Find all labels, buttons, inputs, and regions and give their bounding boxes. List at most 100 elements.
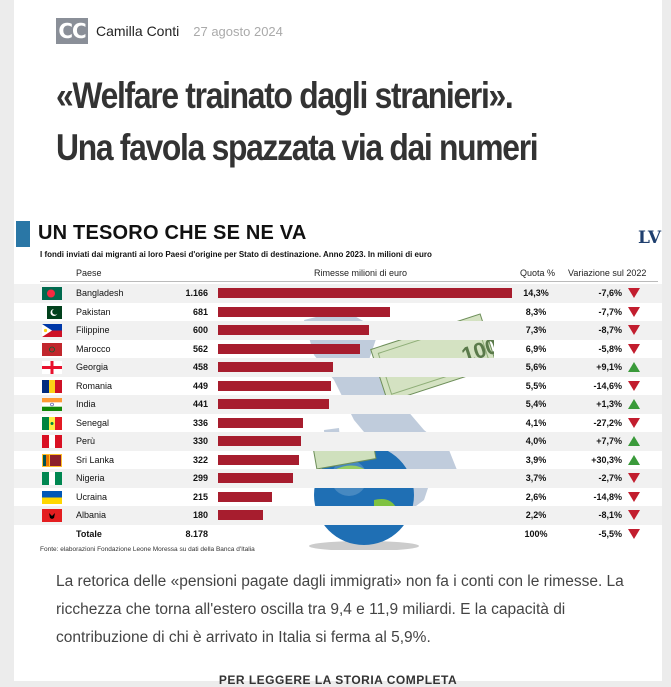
change-value: -14,8% <box>593 491 622 502</box>
share-value: 14,3% <box>523 288 549 298</box>
read-full-story-link[interactable]: PER LEGGERE LA STORIA COMPLETA <box>218 673 458 687</box>
india-flag-icon <box>42 398 62 411</box>
author-avatar[interactable]: CC <box>56 18 88 44</box>
up-arrow-icon <box>628 362 640 372</box>
share-value: 3,7% <box>525 473 547 483</box>
table-row: Ucraina 215 2,6% -14,8% <box>14 488 662 507</box>
share-value: 5,6% <box>525 362 547 372</box>
country-label: India <box>76 399 96 409</box>
country-label: Bangladesh <box>76 288 124 298</box>
column-header-remittances: Rimesse milioni di euro <box>314 268 408 278</box>
remittance-bar <box>218 491 273 502</box>
column-header-share: Quota % <box>520 268 556 278</box>
change-value: -7,7% <box>598 306 622 317</box>
down-arrow-icon <box>628 306 640 317</box>
country-label: Pakistan <box>76 306 111 317</box>
author-name[interactable]: Camilla Conti <box>96 23 180 39</box>
table-row: Pakistan 681 8,3% -7,7% <box>14 303 662 322</box>
share-value: 3,9% <box>525 454 547 465</box>
table-row: Albania 180 2,2% -8,1% <box>14 506 662 525</box>
infographic-subtitle: I fondi inviati dai migranti ai loro Pae… <box>40 250 432 259</box>
table-row: Bangladesh 1.166 14,3% -7,6% <box>14 284 662 303</box>
total-value: 8.178 <box>185 529 208 539</box>
remittance-value: 322 <box>192 454 208 465</box>
senegal-flag-icon <box>42 416 62 430</box>
remittance-value: 336 <box>192 417 208 428</box>
remittance-value: 1.166 <box>185 288 208 298</box>
remittance-value: 330 <box>192 436 208 446</box>
country-label: Ucraina <box>76 491 108 502</box>
table-row: Marocco 562 6,9% -5,8% <box>14 340 662 359</box>
publication-logo: LV <box>638 228 662 248</box>
change-value: +9,1% <box>596 362 622 372</box>
share-value: 2,2% <box>525 510 547 520</box>
up-arrow-icon <box>628 436 640 446</box>
title-accent-bar <box>16 221 30 247</box>
infographic[interactable]: UN TESORO CHE SE NE VA LV I fondi inviat… <box>14 218 662 558</box>
change-value: -5,8% <box>598 343 622 354</box>
romania-flag-icon <box>42 379 62 393</box>
down-arrow-icon <box>628 529 640 539</box>
remittance-bar <box>218 288 512 298</box>
remittance-value: 449 <box>192 380 208 391</box>
georgia-flag-icon <box>42 361 62 374</box>
share-value: 4,0% <box>525 436 547 446</box>
down-arrow-icon <box>628 288 640 298</box>
change-value: +30,3% <box>591 454 622 465</box>
table-row: Nigeria 299 3,7% -2,7% <box>14 469 662 488</box>
remittance-bar <box>218 417 303 428</box>
down-arrow-icon <box>628 491 640 502</box>
table-row: Georgia 458 5,6% +9,1% <box>14 358 662 377</box>
down-arrow-icon <box>628 417 640 428</box>
remittance-bar <box>218 454 300 465</box>
country-label: Albania <box>76 510 107 520</box>
remittance-value: 458 <box>192 362 208 372</box>
table-row: Sri Lanka 322 3,9% +30,3% <box>14 451 662 470</box>
headline-line-1: «Welfare trainato dagli stranieri». <box>56 75 514 116</box>
remittance-value: 562 <box>192 343 208 354</box>
change-value: -8,7% <box>598 325 622 335</box>
infographic-source: Fonte: elaborazioni Fondazione Leone Mor… <box>40 546 255 553</box>
country-label: Filippine <box>76 325 110 335</box>
remittance-value: 180 <box>192 510 208 520</box>
author-row: CC Camilla Conti 27 agosto 2024 <box>56 18 283 44</box>
remittance-bar <box>218 399 330 409</box>
change-value: -8,1% <box>598 510 622 520</box>
remittance-bar <box>218 306 390 317</box>
change-value: -14,6% <box>593 380 622 391</box>
down-arrow-icon <box>628 510 640 520</box>
header-divider <box>40 281 658 282</box>
article-card: CC Camilla Conti 27 agosto 2024 «Welfare… <box>14 0 662 687</box>
remittance-bar <box>218 380 332 391</box>
country-label: Sri Lanka <box>76 454 115 465</box>
country-label: Perù <box>76 436 96 446</box>
remittance-value: 441 <box>192 399 208 409</box>
up-arrow-icon <box>628 399 640 409</box>
remittance-value: 299 <box>192 473 208 483</box>
headline-line-2: Una favola spazzata via dai numeri <box>56 127 539 168</box>
table-row: Filippine 600 7,3% -8,7% <box>14 321 662 340</box>
pakistan-flag-icon <box>42 305 62 319</box>
country-label: Marocco <box>76 343 111 354</box>
total-share: 100% <box>524 529 548 539</box>
country-label: Georgia <box>76 362 109 372</box>
ukraine-flag-icon <box>42 490 62 504</box>
share-value: 4,1% <box>525 417 547 428</box>
article-summary: La retorica delle «pensioni pagate dagli… <box>56 573 624 646</box>
albania-flag-icon <box>42 509 62 522</box>
down-arrow-icon <box>628 380 640 391</box>
change-value: +7,7% <box>596 436 622 446</box>
remittance-bar <box>218 436 302 446</box>
remittance-value: 600 <box>192 325 208 335</box>
column-header-change: Variazione sul 2022 <box>568 268 647 278</box>
bangladesh-flag-icon <box>42 287 62 300</box>
table-row: Romania 449 5,5% -14,6% <box>14 377 662 396</box>
total-change: -5,5% <box>598 529 622 539</box>
article-headline[interactable]: «Welfare trainato dagli stranieri». Una … <box>56 70 572 174</box>
philippines-flag-icon <box>42 324 62 337</box>
share-value: 7,3% <box>525 325 547 335</box>
infographic-title: UN TESORO CHE SE NE VA <box>38 222 307 244</box>
total-row: Totale 8.178 100% -5,5% <box>14 525 662 544</box>
share-value: 6,9% <box>525 343 547 354</box>
change-value: -27,2% <box>593 417 622 428</box>
